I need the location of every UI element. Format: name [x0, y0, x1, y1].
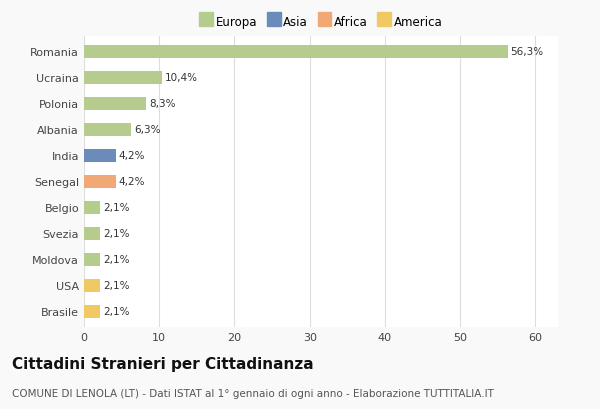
Bar — [84, 124, 131, 137]
Text: 2,1%: 2,1% — [103, 255, 130, 265]
Text: 10,4%: 10,4% — [165, 73, 198, 83]
Text: Cittadini Stranieri per Cittadinanza: Cittadini Stranieri per Cittadinanza — [12, 356, 314, 371]
Bar — [84, 150, 116, 162]
Bar — [84, 202, 100, 214]
Bar — [84, 253, 100, 266]
Bar — [84, 98, 146, 111]
Bar — [84, 227, 100, 240]
Text: 2,1%: 2,1% — [103, 203, 130, 213]
Bar — [84, 175, 116, 189]
Bar — [84, 305, 100, 318]
Text: 2,1%: 2,1% — [103, 281, 130, 291]
Text: 4,2%: 4,2% — [119, 177, 145, 187]
Bar — [84, 46, 508, 59]
Bar — [84, 72, 162, 85]
Text: 56,3%: 56,3% — [511, 47, 544, 57]
Text: 8,3%: 8,3% — [149, 99, 176, 109]
Text: 2,1%: 2,1% — [103, 307, 130, 317]
Text: 6,3%: 6,3% — [134, 125, 161, 135]
Text: COMUNE DI LENOLA (LT) - Dati ISTAT al 1° gennaio di ogni anno - Elaborazione TUT: COMUNE DI LENOLA (LT) - Dati ISTAT al 1°… — [12, 389, 494, 398]
Text: 2,1%: 2,1% — [103, 229, 130, 239]
Bar — [84, 279, 100, 292]
Legend: Europa, Asia, Africa, America: Europa, Asia, Africa, America — [197, 13, 445, 31]
Text: 4,2%: 4,2% — [119, 151, 145, 161]
